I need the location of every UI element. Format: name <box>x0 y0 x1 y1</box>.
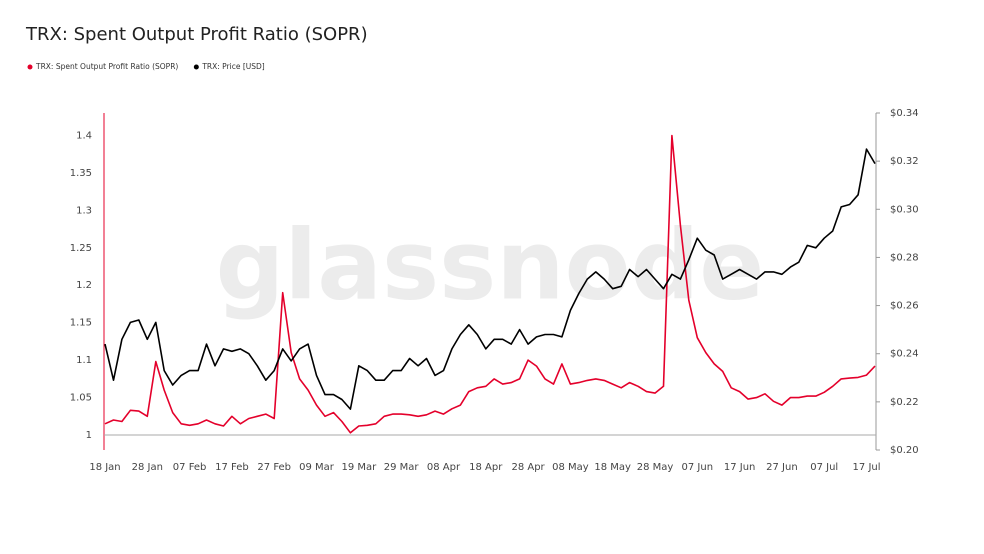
y-tick-label: 1.05 <box>70 393 92 404</box>
x-tick-label: 28 Apr <box>511 462 545 473</box>
legend-swatch <box>27 64 33 70</box>
x-tick-label: 28 May <box>637 462 674 473</box>
y-tick-label: 1.1 <box>76 355 92 366</box>
x-tick-label: 27 Jun <box>766 462 798 473</box>
x-tick-label: 17 Feb <box>215 462 249 473</box>
y2-tick-label: $0.20 <box>890 445 919 456</box>
y-tick-label: 1.35 <box>70 168 92 179</box>
y-tick-label: 1.2 <box>76 280 92 291</box>
x-tick-label: 27 Feb <box>257 462 291 473</box>
y2-tick-label: $0.22 <box>890 397 919 408</box>
x-tick-label: 09 Mar <box>299 462 335 473</box>
y2-tick-label: $0.26 <box>890 301 919 312</box>
series-line <box>104 134 876 434</box>
x-tick-label: 29 Mar <box>384 462 420 473</box>
x-tick-label: 08 May <box>552 462 589 473</box>
x-tick-label: 28 Jan <box>132 462 163 473</box>
x-tick-label: 07 Jun <box>682 462 714 473</box>
x-tick-label: 19 Mar <box>341 462 377 473</box>
y2-tick-label: $0.32 <box>890 156 919 167</box>
x-tick-label: 17 Jul <box>853 462 881 473</box>
x-tick-label: 07 Feb <box>173 462 207 473</box>
y2-tick-label: $0.24 <box>890 349 919 360</box>
x-tick-label: 08 Apr <box>427 462 461 473</box>
x-tick-label: 18 Jan <box>89 462 120 473</box>
y2-tick-label: $0.30 <box>890 204 919 215</box>
watermark: glassnode <box>216 209 765 321</box>
y-tick-label: 1 <box>86 430 92 441</box>
legend-label: TRX: Spent Output Profit Ratio (SOPR) <box>35 62 178 71</box>
series-line <box>104 148 876 410</box>
x-tick-label: 17 Jun <box>724 462 756 473</box>
y-tick-label: 1.25 <box>70 243 92 254</box>
x-tick-label: 07 Jul <box>810 462 838 473</box>
chart-title: TRX: Spent Output Profit Ratio (SOPR) <box>25 24 368 45</box>
y2-tick-label: $0.34 <box>890 108 919 119</box>
y2-tick-label: $0.28 <box>890 252 919 263</box>
y-tick-label: 1.15 <box>70 318 92 329</box>
legend-swatch <box>193 64 199 70</box>
y-tick-label: 1.3 <box>76 205 92 216</box>
y-tick-label: 1.4 <box>76 130 92 141</box>
x-tick-label: 18 May <box>594 462 631 473</box>
legend-label: TRX: Price [USD] <box>201 62 264 71</box>
x-tick-label: 18 Apr <box>469 462 503 473</box>
